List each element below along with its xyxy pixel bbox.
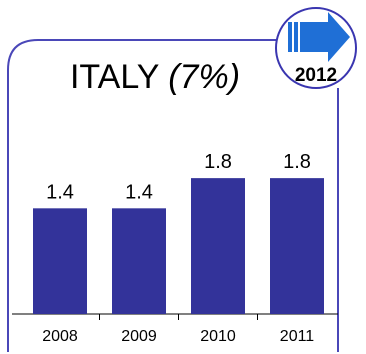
data-label-2011: 1.8 <box>283 151 311 173</box>
data-label-2008: 1.4 <box>46 181 74 203</box>
data-label-2009: 1.4 <box>125 181 153 203</box>
bar-2010 <box>191 178 245 314</box>
bars-layer: 1.4 1.4 1.8 1.8 <box>33 151 324 314</box>
chart-title-country: ITALY <box>69 58 159 96</box>
bar-2011 <box>270 178 324 314</box>
badge-year-label: 2012 <box>295 65 337 86</box>
bar-2009 <box>112 208 166 314</box>
ticks-layer: 2008 2009 2010 2011 <box>42 314 314 345</box>
arrow-right-icon <box>288 12 350 62</box>
x-tick-label-2008: 2008 <box>42 328 78 345</box>
x-tick-label-2011: 2011 <box>280 328 315 345</box>
year-badge: 2012 <box>275 7 357 89</box>
bar-2008 <box>33 208 87 314</box>
data-label-2010: 1.8 <box>204 151 232 173</box>
x-tick-label-2010: 2010 <box>200 328 236 345</box>
chart-frame <box>7 39 339 352</box>
x-tick-label-2009: 2009 <box>121 328 157 345</box>
chart-title: ITALY (7%) <box>30 58 280 97</box>
chart-title-share: (7%) <box>168 58 241 96</box>
